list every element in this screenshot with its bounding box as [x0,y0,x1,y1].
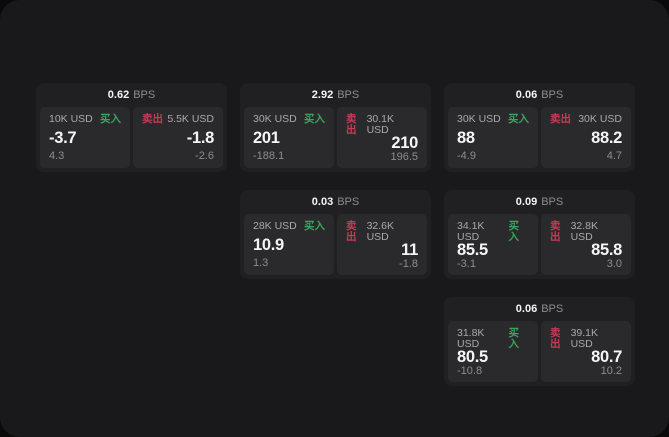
buy-price: 85.5 [457,241,488,259]
buy-label: 买入 [508,327,519,350]
bps-unit-label: BPS [541,303,564,315]
sell-sub-value: 10.2 [600,364,622,377]
buy-quote-panel[interactable]: 10K USD 买入 -3.7 4.3 [40,107,130,168]
quote-card-5: 0.09 BPS 34.1K USD 买入 85.5 -3.1 卖出 32.8K… [444,190,635,279]
sell-quote-panel[interactable]: 卖出 39.1K USD 80.7 10.2 [541,321,631,382]
sell-quote-panel[interactable]: 卖出 30.1K USD 210 196.5 [337,107,427,168]
buy-sub-value: -3.1 [457,257,476,270]
bps-value: 0.06 [515,303,538,315]
sell-amount: 30K USD [578,113,622,125]
buy-quote-panel[interactable]: 30K USD 买入 88 -4.9 [448,107,538,168]
sell-label: 卖出 [550,113,571,125]
sell-quote-panel[interactable]: 卖出 30K USD 88.2 4.7 [541,107,631,168]
buy-amount: 30K USD [253,113,297,125]
sell-label: 卖出 [142,113,163,125]
sell-sub-value: -2.6 [195,150,214,162]
sell-price: 80.7 [591,348,622,366]
card-header: 0.03 BPS [244,190,427,214]
quote-card-1: 0.62 BPS 10K USD 买入 -3.7 4.3 卖出 5.5K USD [36,83,227,172]
bps-unit-label: BPS [337,89,360,101]
bps-value: 0.62 [107,89,130,101]
buy-label: 买入 [508,220,519,243]
buy-quote-panel[interactable]: 31.8K USD 买入 80.5 -10.8 [448,321,538,382]
buy-price: 10.9 [253,235,284,254]
sell-quote-panel[interactable]: 卖出 5.5K USD -1.8 -2.6 [133,107,223,168]
buy-price: 201 [253,128,280,147]
bps-unit-label: BPS [541,89,564,101]
bps-value: 0.03 [311,196,334,208]
buy-amount: 31.8K USD [457,327,485,350]
sell-label: 卖出 [550,327,561,350]
sell-amount: 5.5K USD [167,113,214,125]
sell-quote-panel[interactable]: 卖出 32.6K USD 11 -1.8 [337,214,427,275]
sell-price: 210 [391,134,418,152]
buy-sub-value: -10.8 [457,364,483,377]
sell-sub-value: 196.5 [390,150,418,163]
buy-price: -3.7 [49,128,77,147]
sell-sub-value: -1.8 [399,257,418,270]
card-header: 0.06 BPS [448,297,631,321]
quote-card-3: 0.06 BPS 30K USD 买入 88 -4.9 卖出 30K USD [444,83,635,172]
sell-price: -1.8 [186,128,215,147]
card-header: 2.92 BPS [244,83,427,107]
card-header: 0.06 BPS [448,83,631,107]
bps-unit-label: BPS [133,89,156,101]
bps-unit-label: BPS [541,196,564,208]
sell-price: 11 [401,241,418,259]
sell-amount: 30.1K USD [366,113,395,136]
sell-sub-value: 4.7 [606,150,622,162]
quote-card-6: 0.06 BPS 31.8K USD 买入 80.5 -10.8 卖出 39.1… [444,297,635,386]
sell-price: 85.8 [591,241,622,259]
buy-label: 买入 [508,113,529,125]
buy-label: 买入 [304,220,325,232]
sell-price: 88.2 [591,128,622,147]
quote-cards-grid: 0.62 BPS 10K USD 买入 -3.7 4.3 卖出 5.5K USD [36,83,635,386]
sell-sub-value: 3.0 [606,257,622,270]
card-header: 0.62 BPS [40,83,223,107]
buy-amount: 10K USD [49,113,93,125]
buy-amount: 30K USD [457,113,501,125]
bps-unit-label: BPS [337,196,360,208]
buy-amount: 28K USD [253,220,297,232]
buy-sub-value: 1.3 [253,257,269,269]
buy-sub-value: -4.9 [457,150,476,162]
card-header: 0.09 BPS [448,190,631,214]
quote-card-2: 2.92 BPS 30K USD 买入 201 -188.1 卖出 30.1K … [240,83,431,172]
quote-card-4: 0.03 BPS 28K USD 买入 10.9 1.3 卖出 32.6K US… [240,190,431,279]
sell-label: 卖出 [346,113,357,136]
sell-label: 卖出 [346,220,357,243]
bps-value: 0.06 [515,89,538,101]
buy-label: 买入 [304,113,325,125]
buy-sub-value: 4.3 [49,150,65,162]
buy-amount: 34.1K USD [457,220,485,243]
sell-amount: 32.8K USD [570,220,599,243]
buy-quote-panel[interactable]: 28K USD 买入 10.9 1.3 [244,214,334,275]
buy-price: 80.5 [457,348,488,366]
sell-amount: 39.1K USD [570,327,599,350]
buy-quote-panel[interactable]: 34.1K USD 买入 85.5 -3.1 [448,214,538,275]
sell-quote-panel[interactable]: 卖出 32.8K USD 85.8 3.0 [541,214,631,275]
bps-value: 0.09 [515,196,538,208]
bps-value: 2.92 [311,89,334,101]
buy-label: 买入 [100,113,121,125]
buy-sub-value: -188.1 [253,150,285,162]
buy-quote-panel[interactable]: 30K USD 买入 201 -188.1 [244,107,334,168]
buy-price: 88 [457,128,475,147]
sell-amount: 32.6K USD [366,220,395,243]
sell-label: 卖出 [550,220,561,243]
